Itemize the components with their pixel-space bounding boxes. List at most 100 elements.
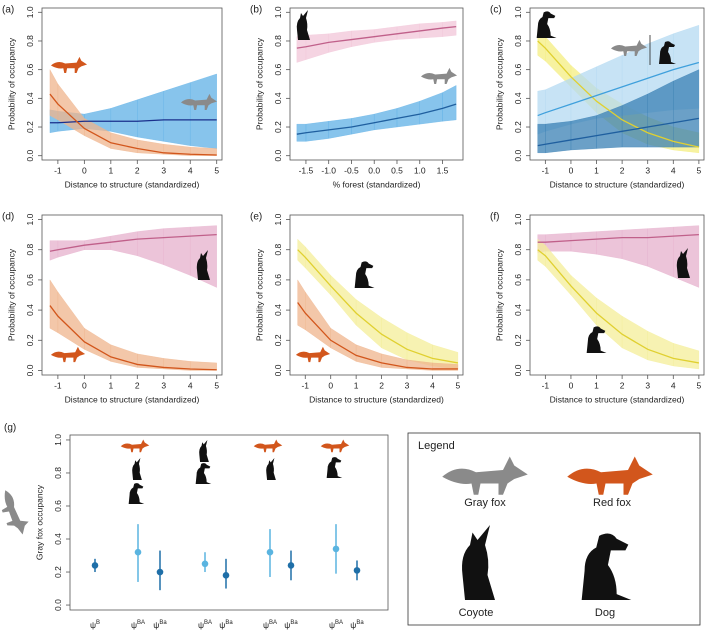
confidence-band bbox=[647, 226, 674, 278]
y-tick-label: 0.8 bbox=[25, 244, 35, 256]
plot-frame bbox=[69, 434, 389, 611]
confidence-band bbox=[84, 327, 112, 362]
animal-icon bbox=[199, 440, 209, 462]
plot-frame bbox=[289, 7, 464, 161]
animal-icon bbox=[326, 457, 343, 478]
confidence-band bbox=[163, 82, 191, 146]
animal-icon bbox=[354, 261, 375, 288]
y-axis-label: Probability of occupancy bbox=[494, 248, 504, 341]
estimate-point bbox=[332, 545, 340, 553]
y-tick-label: 1.0 bbox=[513, 6, 523, 18]
animal-icon bbox=[132, 458, 142, 480]
y-tick-label: 1.0 bbox=[513, 213, 523, 225]
y-tick-label: 0.2 bbox=[25, 121, 35, 133]
y-tick-label: 0.0 bbox=[273, 150, 283, 162]
panel: (c) Probability of occupancy 0.0 0.2 0.4 0.6 0… bbox=[490, 5, 705, 189]
estimate-point bbox=[287, 562, 295, 569]
fit-line bbox=[537, 61, 700, 117]
y-tick-label: 0.0 bbox=[273, 364, 283, 376]
psi: ψ bbox=[131, 620, 137, 630]
confidence-band bbox=[537, 123, 546, 154]
panel-label: (g) bbox=[4, 423, 16, 434]
plot-frame bbox=[289, 214, 464, 376]
x-tick-label: 2 bbox=[135, 165, 140, 175]
legend-item: Gray fox bbox=[464, 497, 506, 509]
red-fox-icon bbox=[567, 456, 653, 495]
dog-icon bbox=[581, 533, 632, 600]
estimate-point bbox=[134, 548, 142, 556]
confidence-band bbox=[673, 69, 700, 148]
y-tick-label: 0.6 bbox=[25, 274, 35, 286]
x-tick-label: 4 bbox=[671, 380, 676, 390]
confidence-band bbox=[110, 99, 138, 138]
x-tick-label: ψB bbox=[90, 620, 100, 631]
x-tick-label: ψBA bbox=[263, 620, 277, 631]
x-tick-label: ψBa bbox=[219, 620, 233, 631]
x-tick-label: ψBA bbox=[198, 620, 212, 631]
panel: (e) Probability of occupancy 0.0 0.2 0.4 0.6 0… bbox=[250, 212, 464, 404]
y-tick-label: 0.6 bbox=[513, 274, 523, 286]
legend-item: Coyote bbox=[459, 607, 494, 619]
animal-icon bbox=[420, 67, 458, 85]
fit-line bbox=[49, 119, 217, 124]
fit-line bbox=[297, 302, 458, 370]
y-tick-label: 0.2 bbox=[513, 334, 523, 346]
x-tick-label: 5 bbox=[697, 380, 702, 390]
plot-frame bbox=[41, 214, 223, 376]
fit-line bbox=[537, 117, 699, 147]
x-tick-label: -1 bbox=[542, 165, 550, 175]
psi: ψ bbox=[198, 620, 204, 630]
superscript: Ba bbox=[225, 620, 233, 626]
y-tick-label: 0.6 bbox=[273, 274, 283, 286]
y-tick-label: 1.0 bbox=[25, 6, 35, 18]
x-tick-label: 1.5 bbox=[437, 165, 449, 175]
panel-label: (a) bbox=[2, 5, 14, 16]
x-axis-label: Distance to structure (standardized) bbox=[65, 179, 200, 189]
x-axis-label: Distance to structure (standardized) bbox=[550, 394, 685, 404]
superscript: Ba bbox=[159, 620, 167, 626]
legend-title: Legend bbox=[418, 440, 455, 452]
panel-label: (f) bbox=[490, 212, 499, 223]
y-tick-label: 0.8 bbox=[513, 35, 523, 47]
estimate-point bbox=[91, 562, 99, 569]
confidence-band bbox=[190, 73, 217, 149]
estimate-point bbox=[353, 567, 361, 574]
psi: ψ bbox=[90, 620, 96, 630]
confidence-band bbox=[570, 115, 597, 151]
x-tick-label: ψBA bbox=[329, 620, 343, 631]
fit-line bbox=[296, 25, 457, 49]
x-axis-label: Distance to structure (standardized) bbox=[65, 394, 200, 404]
x-tick-label: -1.5 bbox=[299, 165, 314, 175]
y-tick-label: 0.0 bbox=[25, 150, 35, 162]
x-tick-label: 0 bbox=[82, 380, 87, 390]
x-tick-label: 5 bbox=[697, 165, 702, 175]
x-tick-label: 4 bbox=[430, 380, 435, 390]
x-tick-label: 2 bbox=[135, 380, 140, 390]
confidence-band bbox=[110, 231, 138, 257]
x-tick-label: 5 bbox=[456, 380, 461, 390]
confidence-band bbox=[137, 228, 164, 266]
fit-line bbox=[49, 305, 217, 371]
animal-icon bbox=[195, 463, 212, 484]
y-tick-label: 0.4 bbox=[25, 304, 35, 316]
x-tick-label: 1 bbox=[594, 165, 599, 175]
y-tick-label: 0.4 bbox=[53, 533, 63, 545]
x-tick-label: 0.5 bbox=[391, 165, 403, 175]
panel: (f) Probability of occupancy 0.0 0.2 0.4 0.6 0… bbox=[490, 212, 705, 404]
x-tick-label: 2 bbox=[620, 165, 625, 175]
y-tick-label: 0.4 bbox=[273, 92, 283, 104]
psi: ψ bbox=[263, 620, 269, 630]
x-axis-label: % forest (standardized) bbox=[333, 179, 421, 189]
confidence-band bbox=[190, 146, 217, 156]
confidence-band bbox=[419, 92, 443, 125]
x-tick-label: 4 bbox=[188, 380, 193, 390]
superscript: BA bbox=[204, 620, 212, 626]
x-tick-label: 5 bbox=[214, 380, 219, 390]
x-axis-label: Distance to structure (standardized) bbox=[550, 179, 685, 189]
animal-icon bbox=[295, 346, 331, 363]
confidence-band bbox=[596, 229, 623, 260]
confidence-band bbox=[647, 330, 674, 367]
legend: Legend Gray fox Red fox Coyote Dog bbox=[407, 432, 701, 626]
animal-icon bbox=[586, 326, 607, 353]
y-tick-label: 0.4 bbox=[273, 304, 283, 316]
